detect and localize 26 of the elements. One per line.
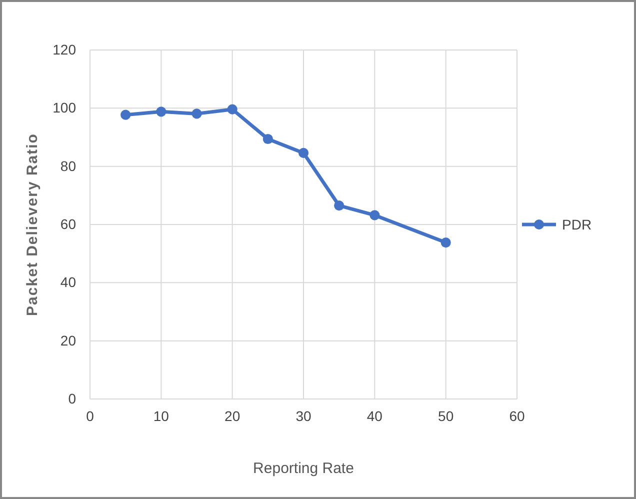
x-tick-label: 50	[438, 408, 454, 424]
x-tick-label: 20	[224, 408, 240, 424]
y-tick-label: 0	[68, 390, 76, 406]
y-tick-label: 80	[60, 158, 76, 174]
x-tick-label: 30	[296, 408, 312, 424]
point	[227, 104, 238, 114]
point	[262, 134, 273, 144]
point	[370, 210, 380, 220]
x-tick-label: 60	[509, 408, 525, 424]
point	[298, 148, 309, 158]
y-tick-label: 120	[52, 41, 76, 58]
y-tick-label: 20	[60, 332, 76, 348]
y-tick-label: 60	[60, 216, 76, 232]
point	[156, 106, 166, 117]
legend-label: PDR	[562, 216, 592, 232]
x-tick-label: 40	[366, 408, 383, 424]
x-axis-title: Reporting Rate	[253, 460, 354, 477]
x-tick-label: 10	[153, 408, 170, 424]
point	[334, 200, 344, 211]
point	[120, 110, 131, 120]
point	[192, 108, 202, 119]
y-tick-label: 40	[60, 274, 76, 290]
point	[440, 237, 451, 248]
y-axis-title: Packet Delievery Ratio	[24, 133, 41, 316]
y-tick-label: 100	[52, 100, 76, 116]
x-tick-label: 0	[86, 408, 94, 424]
